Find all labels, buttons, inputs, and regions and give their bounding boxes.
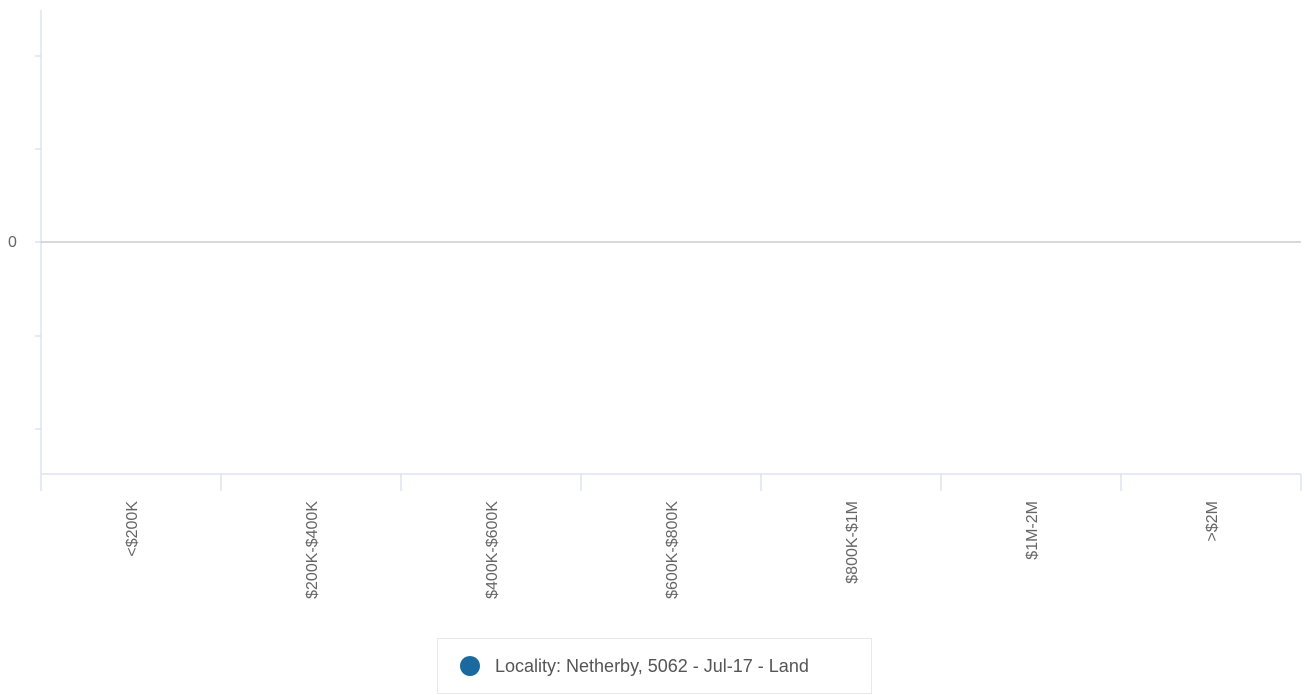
x-axis: <$200K $200K-$400K $400K-$600K $600K-$800K $… <box>40 473 1302 599</box>
x-tick-label: $600K-$800K <box>664 501 681 599</box>
legend-label: Locality: Netherby, 5062 - Jul-17 - Land <box>495 655 809 676</box>
x-tick-label: $200K-$400K <box>304 501 321 599</box>
legend-marker-icon <box>460 656 480 676</box>
x-tick-label: >$2M <box>1204 501 1221 541</box>
x-tick-label: $1M-2M <box>1024 501 1041 560</box>
y-tick-label: 0 <box>8 234 17 251</box>
legend[interactable]: Locality: Netherby, 5062 - Jul-17 - Land <box>437 638 872 694</box>
x-tick-label: $800K-$1M <box>844 501 861 584</box>
x-tick-label: <$200K <box>124 501 141 557</box>
x-tick-label: $400K-$600K <box>484 501 501 599</box>
y-axis: 0 <box>8 10 42 474</box>
